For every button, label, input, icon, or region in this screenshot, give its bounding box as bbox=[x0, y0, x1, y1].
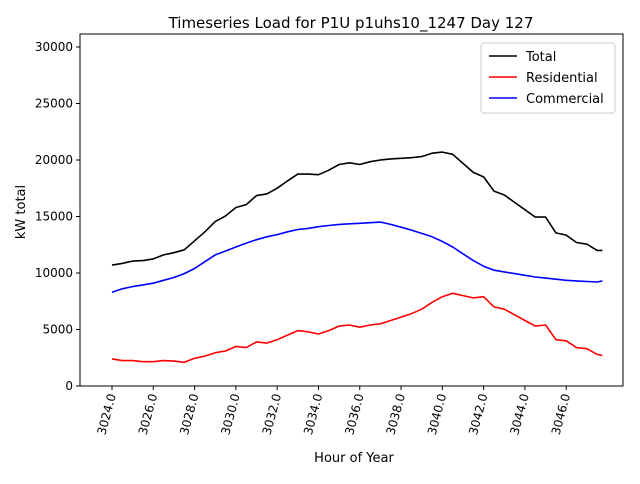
legend-label: Total bbox=[525, 50, 556, 65]
legend-box bbox=[480, 42, 616, 114]
legend-label: Commercial bbox=[526, 92, 604, 107]
x-tick-label: 3034.0 bbox=[301, 392, 325, 436]
plot-lines bbox=[111, 151, 603, 364]
y-tick-label: 20000 bbox=[35, 153, 73, 167]
x-tick-label: 3026.0 bbox=[136, 392, 160, 436]
y-tick-label: 0 bbox=[65, 379, 73, 393]
y-tick-label: 5000 bbox=[42, 322, 73, 336]
x-tick-label: 3040.0 bbox=[425, 392, 449, 436]
series-line-commercial bbox=[111, 221, 603, 293]
y-tick-label: 10000 bbox=[35, 266, 73, 280]
x-tick-label: 3046.0 bbox=[549, 392, 573, 436]
plot-frame bbox=[79, 33, 624, 387]
x-tick-label: 3028.0 bbox=[177, 392, 201, 436]
series-line-residential bbox=[111, 292, 603, 364]
chart-title: Timeseries Load for P1U p1uhs10_1247 Day… bbox=[168, 14, 534, 33]
y-axis: 0 5000 10000 15000 20000 25000 30000 bbox=[35, 40, 80, 393]
x-tick-label: 3042.0 bbox=[466, 392, 490, 436]
x-tick-label: 3038.0 bbox=[384, 392, 408, 436]
y-axis-label: kW total bbox=[14, 185, 29, 239]
x-tick-label: 3030.0 bbox=[218, 392, 242, 436]
x-tick-label: 3024.0 bbox=[95, 392, 119, 436]
series-line-total bbox=[111, 151, 603, 266]
legend-label: Residential bbox=[526, 71, 598, 86]
y-tick-label: 25000 bbox=[35, 96, 73, 110]
x-tick-label: 3032.0 bbox=[260, 392, 284, 436]
y-tick-label: 30000 bbox=[35, 40, 73, 54]
x-tick-label: 3044.0 bbox=[507, 392, 531, 436]
x-axis-label: Hour of Year bbox=[314, 451, 394, 466]
x-tick-label: 3036.0 bbox=[342, 392, 366, 436]
x-axis: 3024.0 3026.0 3028.0 3030.0 3032.0 3034.0 3036… bbox=[95, 386, 573, 436]
y-tick-label: 15000 bbox=[35, 209, 73, 223]
legend: Total Residential Commercial bbox=[480, 42, 616, 114]
